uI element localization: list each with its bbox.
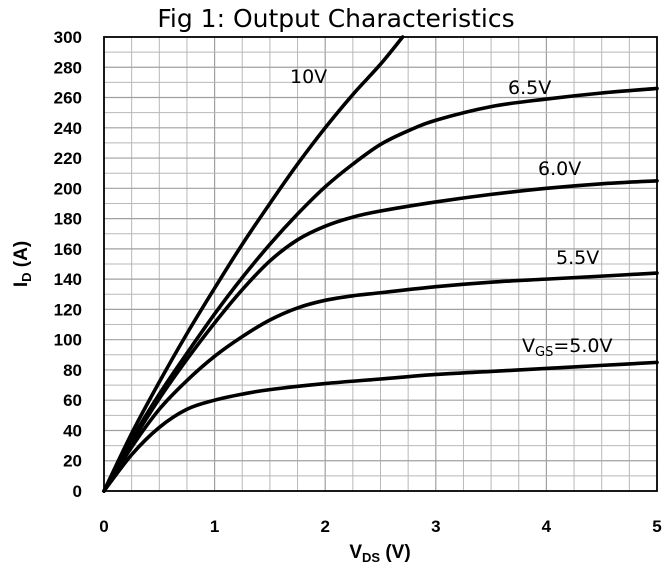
y-tick-label: 140 [54,270,82,289]
series-line-2 [102,86,659,493]
x-tick-label: 1 [210,517,219,536]
series-line-4 [102,271,659,493]
y-tick-label: 100 [54,331,82,350]
series-label-2: 6.5V [508,77,551,99]
plot-frame [103,36,658,492]
y-tick-label: 300 [54,28,82,47]
curves [102,35,659,493]
x-tick-label: 5 [652,517,661,536]
y-tick-label: 40 [63,421,82,440]
x-tick-label: 4 [542,517,552,536]
y-tick-label: 160 [54,240,82,259]
y-tick-label: 60 [63,391,82,410]
series-label-1: 10V [290,66,327,88]
x-tick-label: 3 [431,517,440,536]
series-line-5 [102,360,659,493]
y-tick-label: 120 [54,300,82,319]
y-tick-label: 20 [63,452,82,471]
series-label-4: 5.5V [556,247,599,269]
y-tick-label: 280 [54,58,82,77]
y-tick-label: 260 [54,89,82,108]
y-tick-label: 240 [54,119,82,138]
y-tick-label: 0 [73,482,82,501]
series-label-3: 6.0V [538,158,581,180]
x-tick-label: 2 [320,517,329,536]
series-label-5: VGS=5.0V [522,335,612,360]
x-tick-labels: 0 1 2 3 4 5 [99,517,661,536]
y-axis-label: ID (A) [11,241,34,287]
chart-title: Fig 1: Output Characteristics [157,4,514,33]
x-tick-label: 0 [99,517,108,536]
y-tick-label: 200 [54,179,82,198]
y-tick-label: 80 [63,361,82,380]
series-line-3 [102,178,659,493]
y-tick-labels: 0 20 40 60 80 100 120 140 160 180 200 220 240 260 280 3… [54,28,82,501]
y-tick-label: 180 [54,210,82,229]
curve-labels: 10V 6.5V 6.0V 5.5V VGS=5.0V [290,66,612,360]
y-tick-label: 220 [54,149,82,168]
series-line-1 [102,35,405,493]
x-axis-label: VDS (V) [349,542,410,565]
